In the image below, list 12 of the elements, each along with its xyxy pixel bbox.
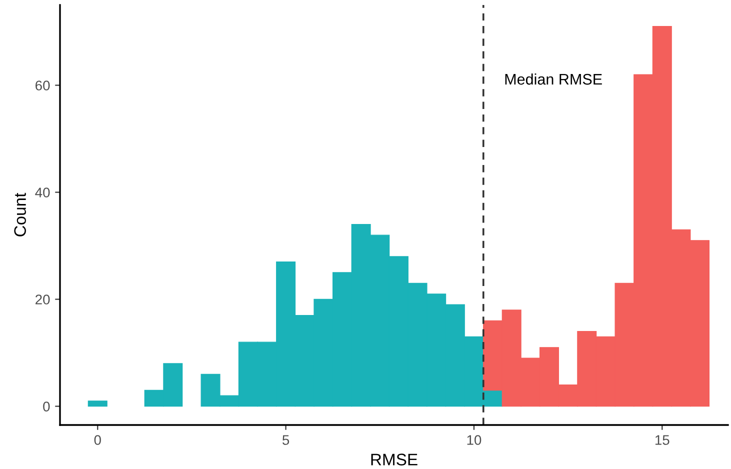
x-axis-title: RMSE: [371, 454, 418, 466]
x-tick-label: 10: [467, 435, 482, 445]
y-axis-title: Count: [14, 192, 26, 236]
y-tick-label: 0: [43, 402, 50, 412]
x-tick-label: 0: [94, 435, 101, 445]
x-tick-label: 15: [655, 435, 670, 445]
x-tick-label: 5: [282, 435, 290, 445]
y-tick-label: 60: [36, 80, 50, 90]
bar: [88, 400, 108, 407]
y-tick-label: 40: [35, 188, 50, 198]
ref-line-label: Median RMSE: [505, 73, 602, 85]
y-tick-label: 20: [36, 294, 50, 304]
